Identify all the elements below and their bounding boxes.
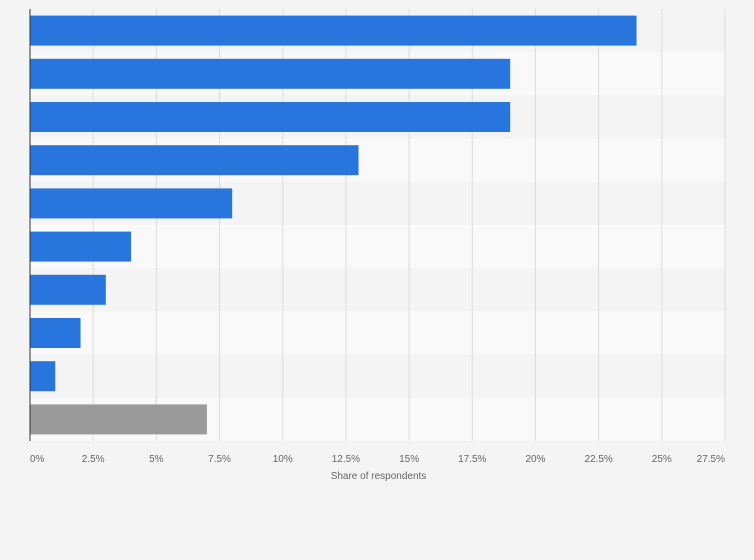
- x-tick-label: 22.5%: [584, 454, 612, 465]
- x-tick-label: 5%: [149, 454, 164, 465]
- bar: [30, 361, 56, 392]
- bar: [30, 145, 359, 176]
- bar: [30, 188, 233, 219]
- x-tick-label: 20%: [525, 454, 545, 465]
- x-tick-label: 10%: [273, 454, 293, 465]
- bar: [30, 318, 81, 348]
- bar: [30, 231, 132, 262]
- x-tick-label: 0%: [30, 454, 45, 465]
- x-tick-label: 25%: [652, 454, 672, 465]
- row-band: [30, 268, 725, 312]
- x-tick-label: 2.5%: [82, 454, 105, 465]
- bar: [30, 404, 207, 435]
- bar: [30, 274, 106, 305]
- bar: [30, 102, 511, 132]
- x-tick-label: 15%: [399, 454, 419, 465]
- x-tick-label: 17.5%: [458, 454, 486, 465]
- row-band: [30, 354, 725, 398]
- row-band: [30, 225, 725, 269]
- row-band: [30, 311, 725, 355]
- x-axis-title: Share of respondents: [331, 471, 427, 482]
- bar: [30, 15, 637, 46]
- x-tick-label: 27.5%: [697, 454, 725, 465]
- x-tick-label: 7.5%: [208, 454, 231, 465]
- bar: [30, 58, 511, 89]
- x-axis-ticks: 0% 2.5% 5% 7.5% 10% 12.5% 15% 17.5% 20% 22.5% 25% 2…: [30, 454, 725, 465]
- x-tick-label: 12.5%: [332, 454, 360, 465]
- bars: [30, 15, 637, 435]
